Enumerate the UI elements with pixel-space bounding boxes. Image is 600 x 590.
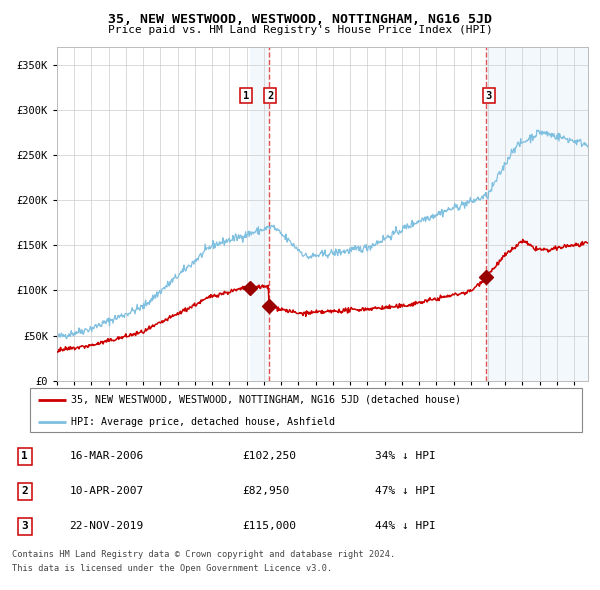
Text: 1: 1 xyxy=(21,451,28,461)
Text: 3: 3 xyxy=(21,521,28,531)
Text: 34% ↓ HPI: 34% ↓ HPI xyxy=(375,451,436,461)
FancyBboxPatch shape xyxy=(30,388,582,432)
Text: 2: 2 xyxy=(268,90,274,100)
Text: 47% ↓ HPI: 47% ↓ HPI xyxy=(375,486,436,496)
Text: 35, NEW WESTWOOD, WESTWOOD, NOTTINGHAM, NG16 5JD: 35, NEW WESTWOOD, WESTWOOD, NOTTINGHAM, … xyxy=(108,13,492,26)
Text: Price paid vs. HM Land Registry's House Price Index (HPI): Price paid vs. HM Land Registry's House … xyxy=(107,25,493,35)
Text: This data is licensed under the Open Government Licence v3.0.: This data is licensed under the Open Gov… xyxy=(12,565,332,573)
Text: £102,250: £102,250 xyxy=(242,451,296,461)
Bar xyxy=(250,47,269,381)
Text: 1: 1 xyxy=(243,90,249,100)
Text: 2: 2 xyxy=(21,486,28,496)
Text: 35, NEW WESTWOOD, WESTWOOD, NOTTINGHAM, NG16 5JD (detached house): 35, NEW WESTWOOD, WESTWOOD, NOTTINGHAM, … xyxy=(71,395,461,405)
Text: 22-NOV-2019: 22-NOV-2019 xyxy=(70,521,144,531)
Text: £82,950: £82,950 xyxy=(242,486,290,496)
Bar xyxy=(486,47,588,381)
Text: Contains HM Land Registry data © Crown copyright and database right 2024.: Contains HM Land Registry data © Crown c… xyxy=(12,550,395,559)
Text: 10-APR-2007: 10-APR-2007 xyxy=(70,486,144,496)
Text: HPI: Average price, detached house, Ashfield: HPI: Average price, detached house, Ashf… xyxy=(71,417,335,427)
Text: 3: 3 xyxy=(485,90,492,100)
Text: £115,000: £115,000 xyxy=(242,521,296,531)
Text: 44% ↓ HPI: 44% ↓ HPI xyxy=(375,521,436,531)
Text: 16-MAR-2006: 16-MAR-2006 xyxy=(70,451,144,461)
